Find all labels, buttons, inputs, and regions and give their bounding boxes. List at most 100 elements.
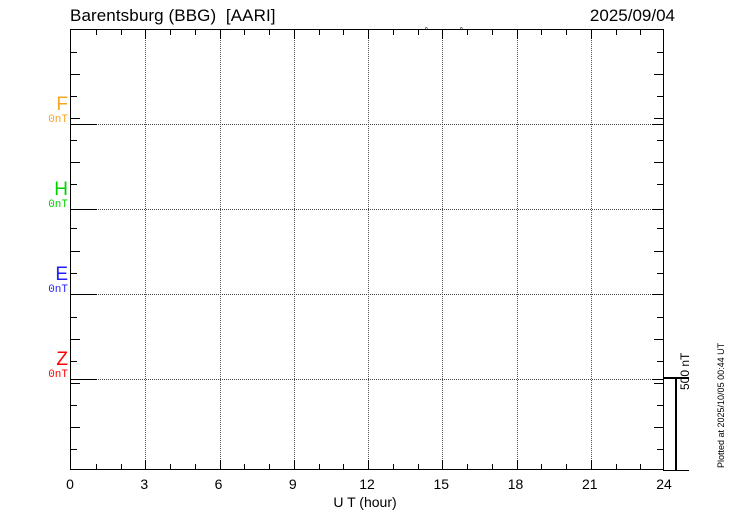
y-tick-baseline-right: [652, 294, 663, 295]
plotted-timestamp: Plotted at 2025/10/05 00:44 UT: [716, 342, 726, 468]
observation-date: 2025/09/04: [589, 6, 675, 25]
x-tick-minor-top: [541, 30, 543, 35]
grid-line-vertical: [516, 30, 518, 469]
component-label-z: Z: [56, 349, 68, 370]
baseline-stub-e: [71, 293, 97, 295]
component-baseline-value-e: 0nT: [48, 284, 68, 296]
x-tick-label-12: 12: [359, 476, 375, 492]
x-tick-major-top: [219, 30, 221, 39]
x-tick-major-bottom: [368, 460, 369, 469]
baseline-f: [71, 124, 663, 125]
x-tick-minor-bottom: [170, 464, 171, 469]
component-baseline-value-f: 0nT: [48, 114, 68, 126]
x-tick-minor-bottom: [417, 464, 419, 469]
x-tick-major-top: [293, 30, 295, 39]
scale-bar: [663, 377, 689, 471]
y-tick-right: [657, 228, 663, 230]
y-tick-right: [657, 404, 663, 406]
y-tick-left: [71, 228, 77, 230]
x-tick-minor-bottom: [120, 464, 122, 469]
y-tick-left: [71, 448, 77, 450]
baseline-z: [71, 379, 663, 380]
y-tick-left: [71, 184, 77, 186]
x-tick-minor-bottom: [392, 464, 394, 469]
x-tick-minor-bottom: [343, 464, 345, 469]
x-tick-minor-bottom: [95, 464, 97, 469]
x-tick-major-bottom: [516, 460, 518, 469]
x-tick-minor-bottom: [269, 464, 270, 469]
grid-line-vertical: [590, 30, 592, 469]
y-tick-left: [71, 96, 77, 98]
x-tick-minor-bottom: [615, 464, 617, 469]
x-tick-major-bottom: [219, 460, 221, 469]
x-tick-label-3: 3: [140, 476, 149, 492]
baseline-h: [71, 209, 663, 210]
x-tick-major-top: [145, 30, 147, 39]
x-tick-major-top: [590, 30, 592, 39]
x-tick-major-bottom: [145, 460, 147, 469]
component-baseline-value-h: 0nT: [48, 199, 68, 211]
x-tick-minor-top: [194, 30, 196, 35]
x-tick-major-bottom: [590, 460, 592, 469]
y-tick-left: [71, 140, 77, 142]
y-tick-left: [71, 316, 77, 318]
grid-line-vertical: [219, 30, 221, 469]
grid-layer: [71, 30, 663, 469]
y-tick-right: [654, 118, 663, 120]
y-tick-left: [71, 404, 77, 406]
y-tick-right: [657, 184, 663, 186]
x-tick-minor-top: [417, 30, 419, 35]
y-tick-left: [71, 272, 77, 274]
x-tick-label-18: 18: [507, 476, 524, 492]
y-tick-right: [654, 162, 663, 164]
x-tick-minor-top: [120, 30, 122, 35]
x-axis-title: U T (hour): [333, 494, 397, 510]
x-tick-label-9: 9: [288, 476, 297, 492]
x-tick-minor-top: [95, 30, 97, 35]
y-tick-baseline-right: [652, 209, 663, 210]
x-tick-major-bottom: [442, 460, 444, 469]
x-tick-minor-top: [244, 30, 246, 35]
component-label-e: E: [55, 264, 68, 285]
grid-line-vertical: [368, 30, 369, 469]
x-tick-label-21: 21: [581, 476, 598, 492]
scale-bar-stem: [675, 377, 677, 471]
y-tick-left: [71, 118, 80, 120]
x-tick-minor-top: [615, 30, 617, 35]
x-tick-major-top: [442, 30, 444, 39]
x-tick-major-bottom: [293, 460, 295, 469]
y-tick-baseline-right: [652, 379, 663, 380]
scale-bar-bottom-cap: [663, 469, 689, 471]
y-tick-right: [657, 140, 663, 142]
y-tick-left: [71, 382, 80, 384]
x-tick-minor-top: [170, 30, 171, 35]
y-tick-right: [654, 74, 663, 76]
grid-line-vertical: [145, 30, 147, 469]
y-tick-left: [71, 52, 77, 54]
y-tick-right: [657, 360, 663, 362]
y-tick-left: [71, 360, 77, 362]
x-tick-minor-top: [318, 30, 320, 35]
y-tick-left: [71, 162, 80, 164]
y-tick-left: [71, 338, 80, 340]
baseline-e: [71, 294, 663, 295]
grid-line-vertical: [293, 30, 295, 469]
y-tick-right: [657, 52, 663, 54]
x-tick-minor-bottom: [194, 464, 196, 469]
x-tick-minor-top: [491, 30, 493, 35]
x-tick-minor-bottom: [467, 464, 468, 469]
component-axis-labels: F 0nT H 0nT E 0nT Z 0nT: [0, 0, 68, 520]
component-label-h: H: [54, 179, 68, 200]
x-tick-major-top: [368, 30, 369, 39]
y-tick-right: [654, 426, 663, 428]
x-tick-minor-top: [343, 30, 345, 35]
baseline-stub-z: [71, 378, 97, 380]
x-tick-minor-top: [392, 30, 394, 35]
component-label-f: F: [56, 94, 68, 115]
x-tick-minor-top: [640, 30, 642, 35]
page-title: Barentsburg (BBG) [AARI]: [70, 6, 276, 25]
y-tick-right: [657, 448, 663, 450]
x-tick-minor-bottom: [491, 464, 493, 469]
baseline-stub-h: [71, 208, 97, 210]
